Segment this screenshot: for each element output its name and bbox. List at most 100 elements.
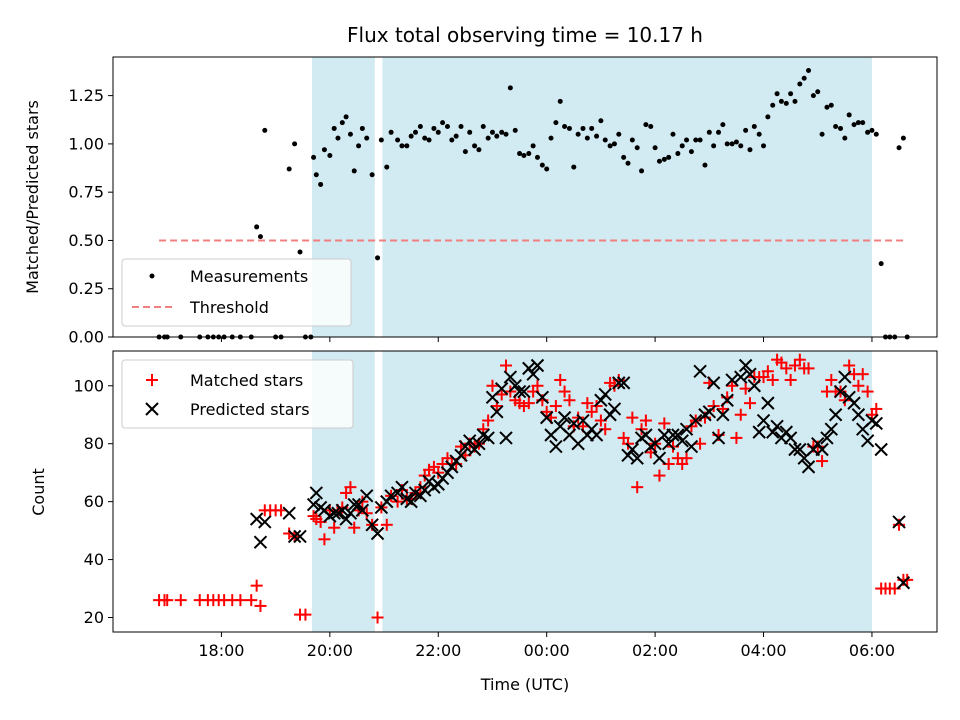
predicted-star-point [756,413,771,428]
predicted-star-point [892,515,906,529]
measurement-point [472,143,478,149]
measurement-point [896,145,902,151]
measurement-point [297,249,303,255]
measurement-point [489,129,495,135]
matched-star-point [328,521,341,534]
predicted-star-point [490,405,504,419]
bottom-y-axis-label: Count [29,468,48,516]
matched-star-point [522,397,535,410]
measurement-point [625,160,631,166]
measurement-point [846,112,852,118]
matched-star-point [299,608,312,621]
top-y-tick-label: 1.25 [68,86,104,105]
measurement-point [395,137,401,143]
predicted-star-point [589,428,604,442]
predicted-star-point [598,387,612,402]
bottom-y-tick-label: 60 [84,492,104,511]
measurement-point [378,137,384,143]
measurement-point [733,139,739,145]
measurement-point [810,93,816,99]
predicted-star-point [481,431,495,445]
predicted-star-point [815,442,829,457]
measurement-point [254,224,260,230]
matched-star-point [558,385,571,398]
measurement-point [507,85,513,91]
predicted-star-point [689,413,703,428]
measurement-point [562,124,568,130]
measurement-point [476,147,482,153]
measurement-point [331,125,337,131]
measurement-point [751,124,757,130]
predicted-star-point [630,451,644,465]
measurement-point [716,129,722,135]
measurement-point [729,141,735,147]
measurement-point [404,143,410,149]
measurement-point [711,143,717,149]
x-tick-label: 18:00 [198,641,244,660]
measurement-point [801,75,807,81]
measurement-point [851,122,857,128]
predicted-star-point [612,376,626,390]
measurement-point [458,124,464,130]
measurement-point [584,135,590,141]
predicted-star-point [625,442,640,457]
measurement-point [838,125,844,131]
predicted-star-point [454,448,468,462]
predicted-star-point [851,408,866,422]
matched-star-point [391,495,404,508]
top-y-tick-label: 0.75 [68,183,104,202]
measurement-point [819,131,825,137]
top-legend: Measurements Threshold [121,258,352,327]
top-panel: 0.00 0.25 0.50 0.75 1.00 1.25 Matched/Predict… [23,56,938,347]
measurement-point [724,141,730,147]
measurement-point [679,143,685,149]
predicted-star-point [725,373,739,387]
predicted-star-point [370,526,385,541]
predicted-star-point [355,503,370,518]
matched-star-point [482,414,495,427]
matched-star-point [380,518,393,531]
measurement-point [824,104,830,110]
top-y-tick-label: 0.00 [68,328,104,347]
measurement-point [855,120,861,126]
predicted-star-point [793,442,807,457]
measurement-point [399,143,405,149]
top-y-axis: 0.00 0.25 0.50 0.75 1.00 1.25 [68,86,113,347]
measurement-point [828,102,834,108]
measurement-point [369,172,375,178]
predicted-star-point [838,370,852,384]
predicted-star-point [716,408,730,422]
measurement-point [774,91,780,97]
measurement-point [761,143,767,149]
measurement-point [292,141,298,147]
predicted-star-point [847,396,861,410]
bottom-legend: Matched stars Predicted stars [121,359,354,429]
predicted-star-point [347,497,361,512]
matched-star-point [631,481,644,494]
predicted-star-point [517,384,531,399]
matched-star-point [653,469,666,482]
measurement-point [634,145,640,151]
measurement-point [343,114,349,120]
measurement-point [467,129,473,135]
measurement-point [553,120,559,126]
predicted-star-point [306,497,321,512]
measurement-point [517,151,523,157]
legend-marker-predicted-stars [145,402,159,416]
matched-star-point [843,359,856,372]
matched-star-point [856,368,869,381]
matched-star-point [658,417,671,430]
matched-star-point [780,362,793,375]
measurement-point [598,118,604,124]
predicted-star-point [335,503,350,518]
predicted-star-point [467,442,482,457]
predicted-star-point [535,390,550,405]
x-tick-label: 00:00 [524,641,570,660]
predicted-star-point [404,494,418,509]
measurement-point [670,131,676,137]
matched-star-point [761,365,774,378]
predicted-star-point [508,379,522,393]
predicted-star-point [549,439,563,454]
measurement-point [873,131,879,137]
measurement-point [262,127,268,133]
